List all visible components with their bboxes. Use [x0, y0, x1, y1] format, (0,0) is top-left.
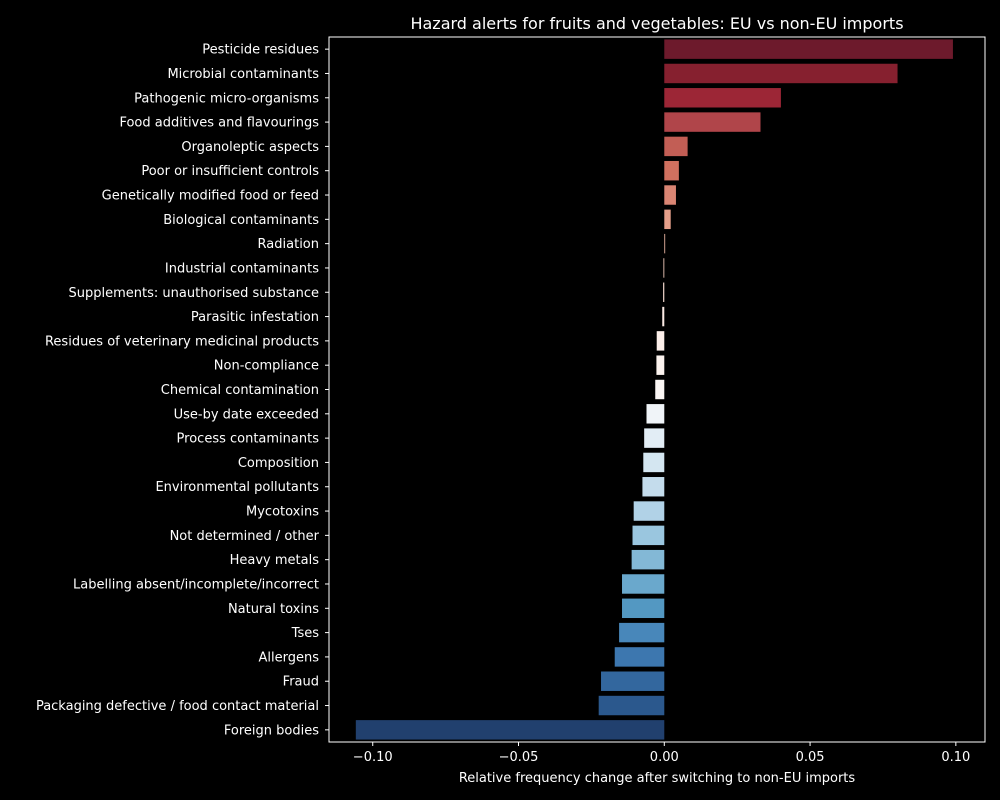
bar-residues-of-veterinary-medicinal-products — [656, 331, 665, 351]
y-tick-label: Use-by date exceeded — [174, 407, 319, 422]
bar-non-compliance — [656, 355, 665, 375]
bar-chemical-contamination — [655, 379, 665, 400]
bar-parasitic-infestation — [662, 306, 665, 327]
y-tick-label: Poor or insufficient controls — [141, 164, 319, 179]
chart-title: Hazard alerts for fruits and vegetables:… — [410, 14, 903, 33]
bar-microbial-contaminants — [664, 63, 898, 84]
y-tick-label: Allergens — [259, 650, 320, 665]
y-tick-label: Labelling absent/incomplete/incorrect — [73, 577, 319, 592]
bar-natural-toxins — [622, 598, 665, 619]
y-tick-label: Genetically modified food or feed — [102, 189, 319, 204]
y-tick-label: Food additives and flavourings — [119, 116, 319, 131]
y-tick-label: Tses — [291, 626, 320, 641]
x-tick-label: −0.10 — [353, 750, 393, 765]
y-tick-label: Non-compliance — [214, 359, 319, 374]
bar-biological-contaminants — [664, 209, 671, 230]
x-tick-label: −0.05 — [499, 750, 539, 765]
bar-radiation — [664, 233, 666, 254]
bar-not-determined-other — [632, 525, 665, 546]
y-tick-label: Organoleptic aspects — [181, 140, 319, 155]
y-tick-label: Supplements: unauthorised substance — [69, 286, 319, 301]
x-tick-labels: −0.10 −0.05 0.00 0.05 0.10 — [353, 742, 970, 765]
bar-fraud — [601, 671, 665, 691]
y-tick-label: Process contaminants — [177, 432, 320, 447]
y-tick-label: Mycotoxins — [246, 505, 319, 520]
y-tick-label: Not determined / other — [170, 529, 320, 544]
bar-genetically-modified-food-or-feed — [664, 185, 676, 205]
bar-labelling-absent-incomplete-incorrect — [622, 574, 665, 594]
bar-packaging-defective-food-contact-material — [598, 695, 665, 716]
bars-layer — [355, 39, 953, 740]
bar-tses — [619, 622, 665, 643]
bar-heavy-metals — [631, 549, 665, 570]
y-tick-label: Pathogenic micro-organisms — [134, 91, 319, 106]
bar-poor-or-insufficient-controls — [664, 160, 679, 181]
bar-process-contaminants — [644, 428, 665, 448]
y-tick-label: Pesticide residues — [202, 43, 319, 58]
bar-pesticide-residues — [664, 39, 953, 59]
bar-mycotoxins — [633, 501, 665, 521]
x-tick-label: 0.05 — [796, 750, 825, 765]
y-tick-label: Parasitic infestation — [191, 310, 319, 325]
y-tick-label: Foreign bodies — [224, 723, 319, 738]
bar-supplements-unauthorised-substance — [663, 282, 665, 302]
y-tick-label: Fraud — [283, 675, 319, 690]
y-tick-label: Natural toxins — [228, 602, 319, 617]
plot-frame — [328, 36, 986, 743]
y-tick-labels: Pesticide residues Microbial contaminants… — [36, 43, 329, 738]
bar-organoleptic-aspects — [664, 136, 688, 157]
x-tick-label: 0.10 — [941, 750, 970, 765]
x-tick-label: 0.00 — [650, 750, 679, 765]
y-tick-label: Radiation — [258, 237, 319, 252]
y-tick-label: Industrial contaminants — [165, 261, 319, 276]
bar-composition — [643, 452, 665, 473]
y-tick-label: Heavy metals — [230, 553, 320, 568]
y-tick-label: Chemical contamination — [161, 383, 319, 398]
bar-food-additives-and-flavourings — [664, 112, 761, 132]
x-axis-label: Relative frequency change after switchin… — [459, 771, 856, 786]
bar-allergens — [614, 647, 665, 667]
y-tick-label: Biological contaminants — [163, 213, 319, 228]
bar-industrial-contaminants — [663, 258, 665, 278]
y-tick-label: Packaging defective / food contact mater… — [36, 699, 319, 714]
y-tick-label: Residues of veterinary medicinal product… — [45, 334, 319, 349]
bar-pathogenic-micro-organisms — [664, 88, 781, 108]
y-tick-label: Environmental pollutants — [155, 480, 319, 495]
y-tick-label: Composition — [238, 456, 319, 471]
y-tick-label: Microbial contaminants — [167, 67, 319, 82]
bar-use-by-date-exceeded — [646, 404, 665, 424]
bar-environmental-pollutants — [642, 477, 665, 497]
bar-foreign-bodies — [355, 720, 665, 740]
